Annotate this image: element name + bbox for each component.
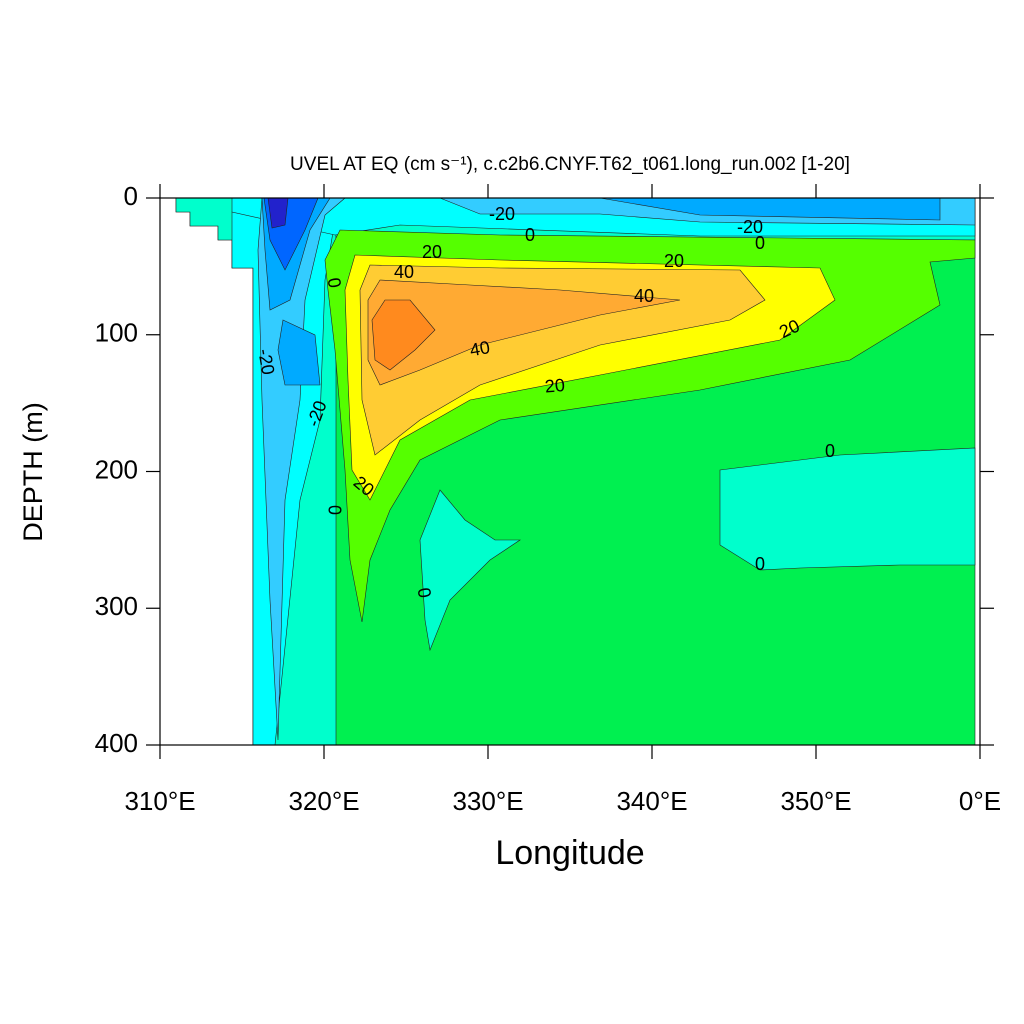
- contour-band: [367, 279, 681, 386]
- contour-label: 0: [414, 586, 435, 599]
- y-tick-label: 200: [95, 454, 138, 484]
- contour-label: 20: [664, 251, 684, 271]
- contour-band: [257, 197, 346, 741]
- contour-label: 0: [324, 505, 344, 515]
- x-tick-label: 320°E: [288, 786, 359, 816]
- contour-fills: [175, 197, 976, 746]
- contour-label: 20: [422, 242, 442, 262]
- y-tick-label: 100: [95, 318, 138, 348]
- contour-label: 0: [825, 441, 835, 461]
- contour-label: -20: [254, 347, 278, 376]
- y-axis-label: DEPTH (m): [18, 402, 48, 541]
- x-tick-label: 340°E: [616, 786, 687, 816]
- y-tick-label: 300: [95, 591, 138, 621]
- contour-label: -20: [737, 217, 763, 237]
- contour-label: 40: [634, 286, 654, 306]
- y-tick-label: 400: [95, 728, 138, 758]
- contour-label: 40: [394, 262, 414, 282]
- x-tick-label: 350°E: [780, 786, 851, 816]
- contour-label: 0: [324, 276, 345, 289]
- chart-title: UVEL AT EQ (cm s⁻¹), c.c2b6.CNYF.T62_t06…: [290, 154, 850, 175]
- x-tick-label: 310°E: [124, 786, 195, 816]
- x-axis-label: Longitude: [495, 834, 644, 872]
- y-tick-label: 0: [124, 181, 138, 211]
- contour-label: 40: [468, 337, 491, 360]
- contour-band: [419, 489, 521, 652]
- x-tick-label: 0°E: [959, 786, 1001, 816]
- contour-label: -20: [489, 204, 515, 224]
- x-tick-label: 330°E: [452, 786, 523, 816]
- contour-band: [719, 447, 976, 571]
- contour-label: 20: [544, 375, 566, 397]
- contour-band: [277, 319, 321, 386]
- contour-label: 0: [525, 225, 535, 245]
- contour-label: 0: [755, 233, 765, 253]
- contour-label: 0: [755, 554, 765, 574]
- contour-band: [371, 299, 436, 371]
